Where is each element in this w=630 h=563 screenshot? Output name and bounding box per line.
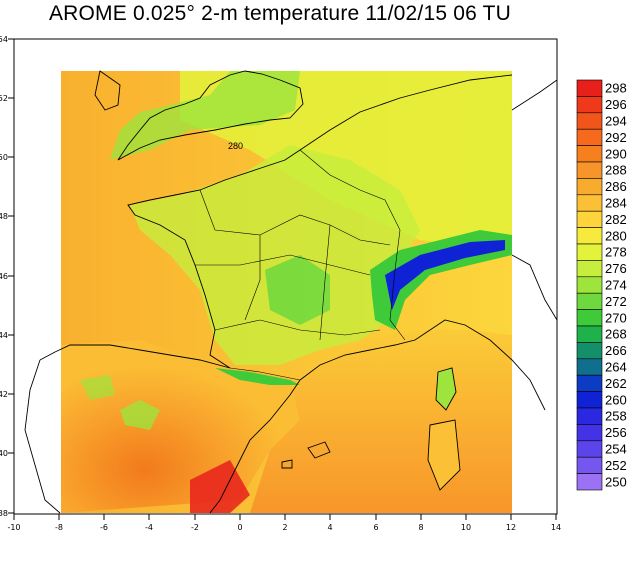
x-tick-label: -10 [7, 523, 20, 532]
map-title: AROME 0.025° 2-m temperature 11/02/15 06… [48, 2, 512, 25]
x-tick-label: 14 [551, 523, 561, 532]
legend-swatch [576, 161, 603, 179]
y-tick-label: 42 [0, 390, 8, 399]
legend-swatch [576, 79, 603, 97]
legend-swatch [576, 210, 603, 228]
legend-label: 270 [605, 310, 627, 325]
legend-label: 276 [605, 261, 627, 276]
y-tick-label: 38 [0, 509, 8, 518]
legend-swatch [576, 112, 603, 130]
y-tick-label: 54 [0, 35, 8, 44]
legend-label: 278 [605, 245, 627, 260]
legend-label: 298 [605, 81, 627, 96]
legend-label: 264 [605, 360, 627, 375]
x-tick-label: 0 [237, 523, 242, 532]
x-tick-label: -8 [55, 523, 63, 532]
legend-swatch [576, 342, 603, 360]
legend-label: 290 [605, 146, 627, 161]
legend-swatch [576, 407, 603, 425]
legend-label: 284 [605, 196, 627, 211]
legend-label: 262 [605, 376, 627, 391]
legend-label: 266 [605, 343, 627, 358]
legend-label: 296 [605, 97, 627, 112]
legend-label: 286 [605, 179, 627, 194]
legend-label: 294 [605, 114, 627, 129]
legend-swatch [576, 424, 603, 442]
temperature-field [61, 71, 512, 513]
y-tick-labels: 54 52 50 48 46 44 42 40 38 [0, 35, 8, 518]
x-tick-label: -2 [191, 523, 199, 532]
y-tick-label: 44 [0, 331, 8, 340]
legend-label: 282 [605, 212, 627, 227]
legend-swatch [576, 309, 603, 327]
legend-swatch [576, 145, 603, 163]
legend-swatch [576, 391, 603, 409]
legend-label: 254 [605, 442, 627, 457]
legend-label: 288 [605, 163, 627, 178]
contour-label: 280 [228, 141, 243, 151]
legend-label: 252 [605, 458, 627, 473]
y-tick-label: 52 [0, 94, 8, 103]
y-tick-label: 46 [0, 272, 8, 281]
x-tick-labels: -10 -8 -6 -4 -2 0 2 4 6 8 10 12 14 [7, 523, 561, 532]
y-tick-label: 50 [0, 153, 8, 162]
legend-swatch [576, 276, 603, 294]
legend-swatch [576, 178, 603, 196]
x-tick-label: -6 [100, 523, 108, 532]
legend-swatch [576, 227, 603, 245]
legend-swatch [576, 128, 603, 146]
x-tick-label: 2 [282, 523, 287, 532]
x-tick-label: 4 [327, 523, 332, 532]
coastlines [24, 70, 558, 514]
legend-swatch [576, 292, 603, 310]
legend-swatch [576, 358, 603, 376]
x-tick-label: -4 [145, 523, 153, 532]
legend-swatch [576, 440, 603, 458]
legend-label: 260 [605, 392, 627, 407]
color-legend: 2982962942922902882862842822802782762742… [576, 79, 627, 491]
x-tick-label: 12 [506, 523, 516, 532]
legend-swatch [576, 374, 603, 392]
legend-label: 256 [605, 425, 627, 440]
legend-label: 272 [605, 294, 627, 309]
legend-swatch [576, 243, 603, 261]
y-tick-label: 40 [0, 449, 8, 458]
region-borders [195, 149, 406, 381]
legend-label: 274 [605, 278, 627, 293]
legend-label: 280 [605, 228, 627, 243]
legend-swatch [576, 96, 603, 114]
legend-label: 292 [605, 130, 627, 145]
x-tick-label: 10 [461, 523, 471, 532]
y-tick-label: 48 [0, 212, 8, 221]
legend-swatch [576, 260, 603, 278]
x-tick-label: 8 [418, 523, 423, 532]
legend-label: 250 [605, 474, 627, 489]
legend-swatch [576, 456, 603, 474]
axis-ticks [8, 38, 557, 520]
legend-swatch [576, 325, 603, 343]
legend-swatch [576, 194, 603, 212]
legend-swatch [576, 473, 603, 491]
legend-label: 258 [605, 409, 627, 424]
legend-label: 268 [605, 327, 627, 342]
x-tick-label: 6 [373, 523, 378, 532]
